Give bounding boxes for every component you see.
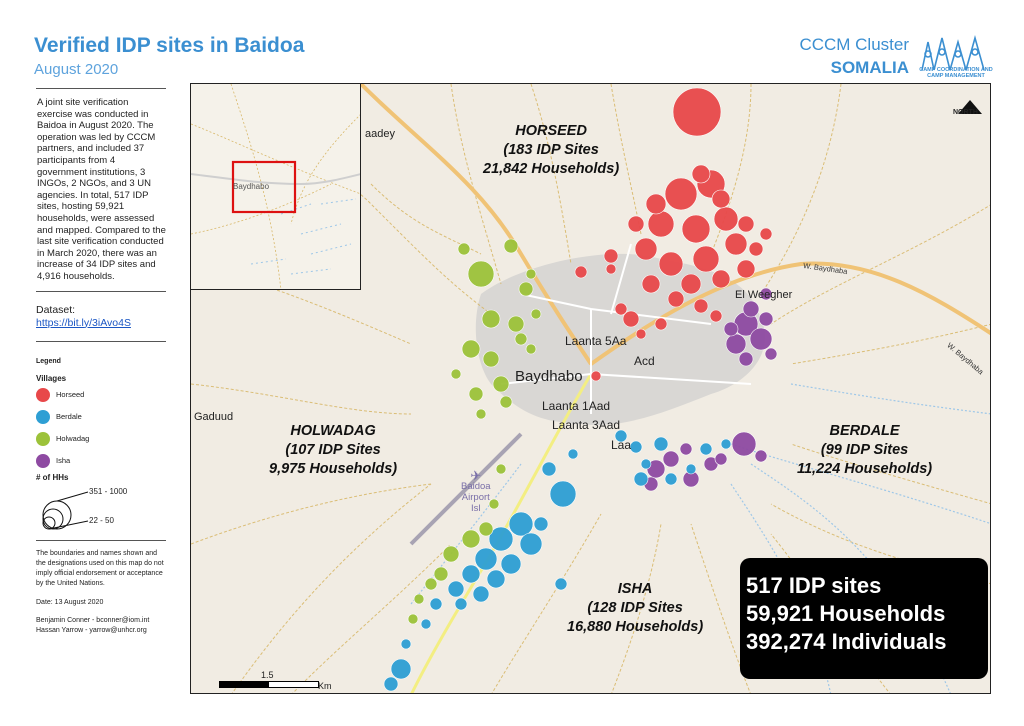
- place-label-airport: ✈ Baidoa Airport Isl: [461, 468, 491, 514]
- page-title: Verified IDP sites in Baidoa: [34, 34, 305, 57]
- map-basemap: [191, 84, 990, 693]
- legend-swatch: [36, 453, 50, 468]
- summary-households: 59,921 Households: [746, 601, 946, 626]
- legend-swatch: [36, 387, 50, 402]
- divider: [36, 290, 166, 292]
- cccm-logo-icon: [921, 35, 985, 71]
- district-name: HORSEED: [515, 123, 587, 139]
- divider: [36, 340, 166, 342]
- legend-size-scale: 351 - 1000 22 - 50: [36, 482, 166, 532]
- page-subtitle: August 2020: [34, 61, 119, 78]
- legend-title: Legend: [36, 357, 61, 365]
- airport-label-2: Airport: [461, 492, 490, 503]
- legend-swatch: [36, 409, 50, 424]
- legend-item-berdale: Berdale: [36, 407, 166, 427]
- size-circles-icon: [42, 491, 89, 529]
- district-households: 16,880 Households): [567, 619, 704, 635]
- logo-text: CAMP COORDINATION AND CAMP MANAGEMENT: [919, 67, 993, 79]
- place-label-laanta1aad: Laanta 1Aad: [542, 399, 611, 413]
- legend-hh-min: 22 - 50: [89, 515, 114, 525]
- district-sites: (99 IDP Sites: [820, 442, 909, 458]
- inset-town-label: Baydhabo: [233, 182, 270, 191]
- district-name: HOLWADAG: [290, 423, 376, 439]
- dataset-label: Dataset:: [36, 303, 76, 316]
- legend-label: Horseed: [56, 390, 85, 399]
- legend-hh-title: # of HHs: [36, 472, 69, 482]
- credit-line-1: Benjamin Conner - bconner@iom.int: [36, 616, 150, 624]
- district-name: BERDALE: [829, 423, 900, 439]
- inset-map: Baydhabo: [191, 84, 361, 290]
- district-households: 9,975 Households): [269, 461, 398, 477]
- legend-item-holwadag: Holwadag: [36, 429, 166, 449]
- district-label-berdale: BERDALE (99 IDP Sites 11,224 Households): [797, 422, 932, 479]
- summary-sites: 517 IDP sites: [746, 573, 882, 598]
- district-sites: (128 IDP Sites: [587, 600, 683, 616]
- country-name: SOMALIA: [830, 58, 909, 77]
- legend-item-horseed: Horseed: [36, 385, 166, 405]
- district-sites: (107 IDP Sites: [285, 442, 381, 458]
- airport-label: Baidoa: [461, 481, 491, 492]
- place-label-aadey: aadey: [365, 128, 395, 140]
- description-text: A joint site verification exercise was c…: [37, 97, 166, 282]
- district-sites: (183 IDP Sites: [503, 142, 599, 158]
- place-label-el-weegher: El Weegher: [735, 289, 793, 301]
- divider: [36, 539, 166, 541]
- place-label-laanta5aa: Laanta 5Aa: [565, 334, 627, 348]
- map-date: Date: 13 August 2020: [36, 598, 104, 606]
- horseed-sites: [574, 87, 773, 382]
- dataset-link[interactable]: https://bit.ly/3iAvo4S: [36, 316, 131, 329]
- inset-extent-box: [231, 160, 297, 214]
- scale-bar: [219, 681, 319, 688]
- legend-label: Isha: [56, 456, 71, 465]
- airport-icon: ✈: [470, 468, 482, 483]
- summary-individuals: 392,274 Individuals: [746, 629, 947, 654]
- place-label-acd: Acd: [634, 354, 655, 368]
- isha-sites: [643, 287, 778, 492]
- place-label-laanta3aad: Laanta 3Aad: [552, 418, 621, 432]
- legend-item-isha: Isha: [36, 451, 166, 471]
- district-households: 11,224 Households): [797, 461, 933, 477]
- summary-box: 517 IDP sites 59,921 Households 392,274 …: [740, 558, 988, 679]
- place-label-baydhabo: Baydhabo: [515, 368, 583, 385]
- district-label-isha: ISHA (128 IDP Sites 16,880 Households): [567, 580, 703, 637]
- inset-basemap: [191, 84, 360, 289]
- credit-text: Benjamin Conner - bconner@iom.int Hassan…: [36, 616, 166, 636]
- legend-label: Holwadag: [56, 434, 90, 443]
- district-households: 21,842 Households): [483, 161, 620, 177]
- legend-hh-max: 351 - 1000: [89, 486, 128, 496]
- divider: [36, 88, 166, 89]
- scale-unit: Km: [318, 681, 332, 691]
- airport-label-3: Isl: [471, 503, 481, 514]
- district-name: ISHA: [617, 581, 653, 597]
- legend-villages-title: Villages: [36, 373, 67, 383]
- district-label-horseed: HORSEED (183 IDP Sites 21,842 Households…: [483, 122, 619, 179]
- legend-label: Berdale: [56, 412, 82, 421]
- disclaimer-text: The boundaries and names shown and the d…: [36, 549, 164, 587]
- legend-swatch: [36, 431, 50, 446]
- district-label-holwadag: HOLWADAG (107 IDP Sites 9,975 Households…: [269, 422, 397, 479]
- north-arrow-icon: [958, 100, 982, 114]
- sidebar: A joint site verification exercise was c…: [36, 88, 166, 636]
- scale-value: 1.5: [261, 670, 274, 680]
- place-label-laanta5: Laa: [611, 438, 632, 452]
- north-label: NORTH: [953, 109, 978, 116]
- credit-line-2: Hassan Yarrow - yarrow@unhcr.org: [36, 626, 147, 634]
- holwadag-sites: [407, 238, 542, 625]
- berdale-sites: [383, 429, 732, 692]
- place-label-gaduud: Gaduud: [194, 411, 234, 423]
- cluster-name: CCCM Cluster: [799, 35, 909, 54]
